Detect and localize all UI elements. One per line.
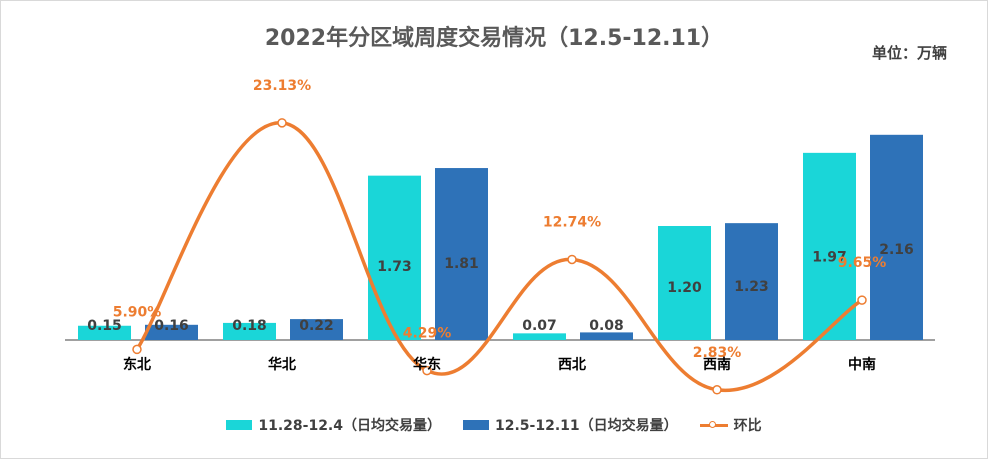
bar-1-3: [513, 333, 566, 340]
line-label-3: 12.74%: [543, 214, 601, 230]
bar-1-1: [223, 322, 276, 340]
line-point-1: [277, 118, 287, 128]
bar-1-2: [368, 175, 421, 340]
bar-label-2-2: 1.81: [444, 256, 479, 272]
line-point-2: [422, 365, 432, 376]
bar-1-4: [658, 226, 711, 340]
line-point-5: [857, 295, 867, 305]
bar-2-2: [435, 168, 488, 340]
bar-label-2-1: 0.22: [299, 318, 334, 334]
line-label-2: 4.29%: [403, 326, 452, 342]
category-label-3: 西北: [558, 357, 586, 373]
bar-label-2-5: 2.16: [879, 242, 914, 258]
category-labels: 东北 华北 华东 西北 西南 中南: [123, 356, 876, 373]
bar-label-2-4: 1.23: [734, 279, 769, 295]
chart-title: 2022年分区域周度交易情况（12.5-12.11）: [264, 26, 724, 51]
category-label-0: 东北: [123, 356, 151, 373]
legend-label-series1: 11.28-12.4（日均交易量）: [258, 418, 441, 434]
legend-item-line: 环比: [699, 415, 762, 435]
bar-2-4: [725, 223, 778, 340]
bar-2-5: [870, 134, 923, 340]
category-label-4: 西南: [703, 356, 731, 373]
bar-label-1-0: 0.15: [87, 318, 122, 334]
line-point-3: [567, 254, 577, 265]
line-label-5: 9.65%: [838, 255, 887, 271]
bar-2-0: [145, 324, 198, 340]
bars-layer: [78, 134, 923, 340]
bar-label-1-1: 0.18: [232, 318, 267, 334]
bar-2-3: [580, 332, 633, 340]
bar-2-1: [290, 319, 343, 340]
legend-swatch-line: [699, 420, 728, 430]
line-label-0: 5.90%: [113, 304, 162, 320]
category-label-1: 华北: [268, 356, 296, 373]
bar-label-2-3: 0.08: [589, 318, 624, 334]
legend-swatch-series1: [226, 420, 253, 430]
bar-1-5: [803, 152, 856, 340]
line-point-4: [712, 385, 722, 395]
legend-item-series2: 12.5-12.11（日均交易量）: [463, 415, 678, 435]
legend: 11.28-12.4（日均交易量） 12.5-12.11（日均交易量） 环比: [1, 415, 987, 435]
bar-label-1-2: 1.73: [377, 259, 412, 275]
line-label-4: 2.83%: [693, 345, 742, 361]
legend-label-series2: 12.5-12.11（日均交易量）: [495, 418, 678, 434]
bar-label-1-3: 0.07: [522, 318, 557, 334]
category-label-5: 中南: [848, 356, 876, 373]
unit-label: 单位：万辆: [871, 44, 947, 62]
category-label-2: 华东: [413, 356, 441, 373]
legend-label-line: 环比: [733, 418, 762, 434]
legend-swatch-series2: [463, 420, 489, 430]
bar-label-2-0: 0.16: [154, 318, 189, 334]
line-label-1: 23.13%: [253, 78, 311, 94]
bar-label-1-5: 1.97: [812, 249, 847, 265]
bar-1-0: [78, 325, 131, 340]
line-point-0: [132, 344, 142, 355]
legend-item-series1: 11.28-12.4（日均交易量）: [226, 415, 441, 435]
bar-label-1-4: 1.20: [667, 280, 702, 296]
points-layer: [132, 118, 867, 395]
labels-layer: 0.15 0.16 0.18 0.22 1.73 1.81 0.07 0.08 1.20 1.23…: [87, 78, 914, 361]
